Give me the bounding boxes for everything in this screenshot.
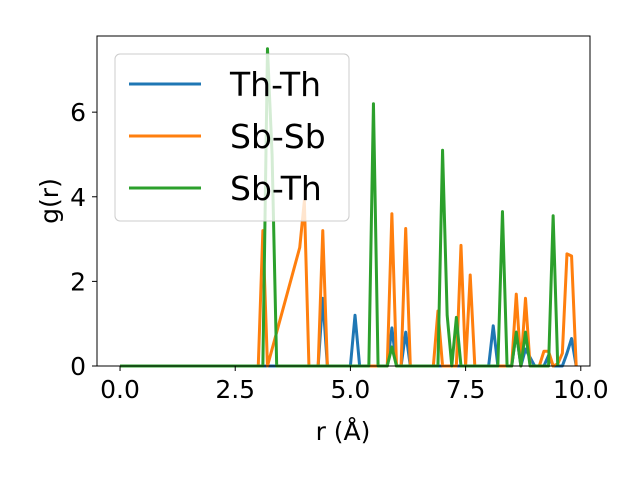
x-tick-label: 2.5 <box>215 375 255 404</box>
y-axis-label: g(r) <box>35 178 64 224</box>
y-tick-label: 6 <box>70 98 86 127</box>
legend-label-sb-th: Sb-Th <box>230 169 322 208</box>
legend: Th-Th Sb-Sb Sb-Th <box>114 53 350 222</box>
y-axis-ticks: 0 2 4 6 <box>70 98 97 381</box>
x-tick-label: 7.5 <box>446 375 486 404</box>
y-tick-label: 0 <box>70 352 86 381</box>
x-axis-ticks: 0.0 2.5 5.0 7.5 10.0 <box>100 366 609 404</box>
x-axis-label: r (Å) <box>316 417 371 446</box>
plot-frame <box>96 35 591 367</box>
y-tick-label: 4 <box>70 183 86 212</box>
y-tick-label: 2 <box>70 267 86 296</box>
legend-box <box>114 53 350 222</box>
legend-label-th-th: Th-Th <box>229 65 321 104</box>
legend-label-sb-sb: Sb-Sb <box>230 117 326 156</box>
x-tick-label: 10.0 <box>553 375 609 404</box>
x-tick-label: 0.0 <box>100 375 140 404</box>
x-tick-label: 5.0 <box>331 375 371 404</box>
